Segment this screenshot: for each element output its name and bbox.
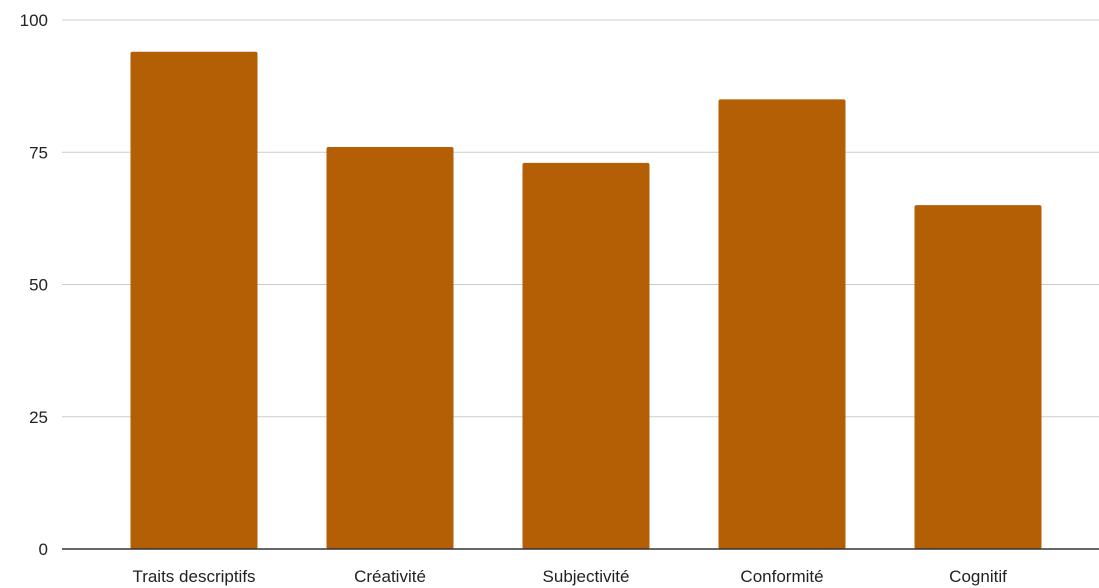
x-category-label: Traits descriptifs: [132, 567, 255, 586]
x-category-label: Subjectivité: [543, 567, 630, 586]
y-tick-label: 0: [39, 540, 48, 559]
bar: [130, 51, 258, 550]
y-tick-label: 25: [29, 408, 48, 427]
bars: [130, 51, 1042, 550]
bar: [326, 146, 454, 549]
bar: [914, 205, 1042, 549]
bar: [522, 162, 650, 549]
y-tick-label: 50: [29, 276, 48, 295]
x-category-label: Conformité: [740, 567, 823, 586]
bar: [718, 99, 846, 549]
y-axis-tick-labels: 0 25 50 75 100: [20, 11, 48, 559]
y-tick-label: 100: [20, 11, 48, 30]
y-tick-label: 75: [29, 143, 48, 162]
x-axis-category-labels: Traits descriptifs Créativité Subjectivité…: [132, 567, 1007, 586]
x-category-label: Cognitif: [949, 567, 1007, 586]
x-category-label: Créativité: [354, 567, 426, 586]
